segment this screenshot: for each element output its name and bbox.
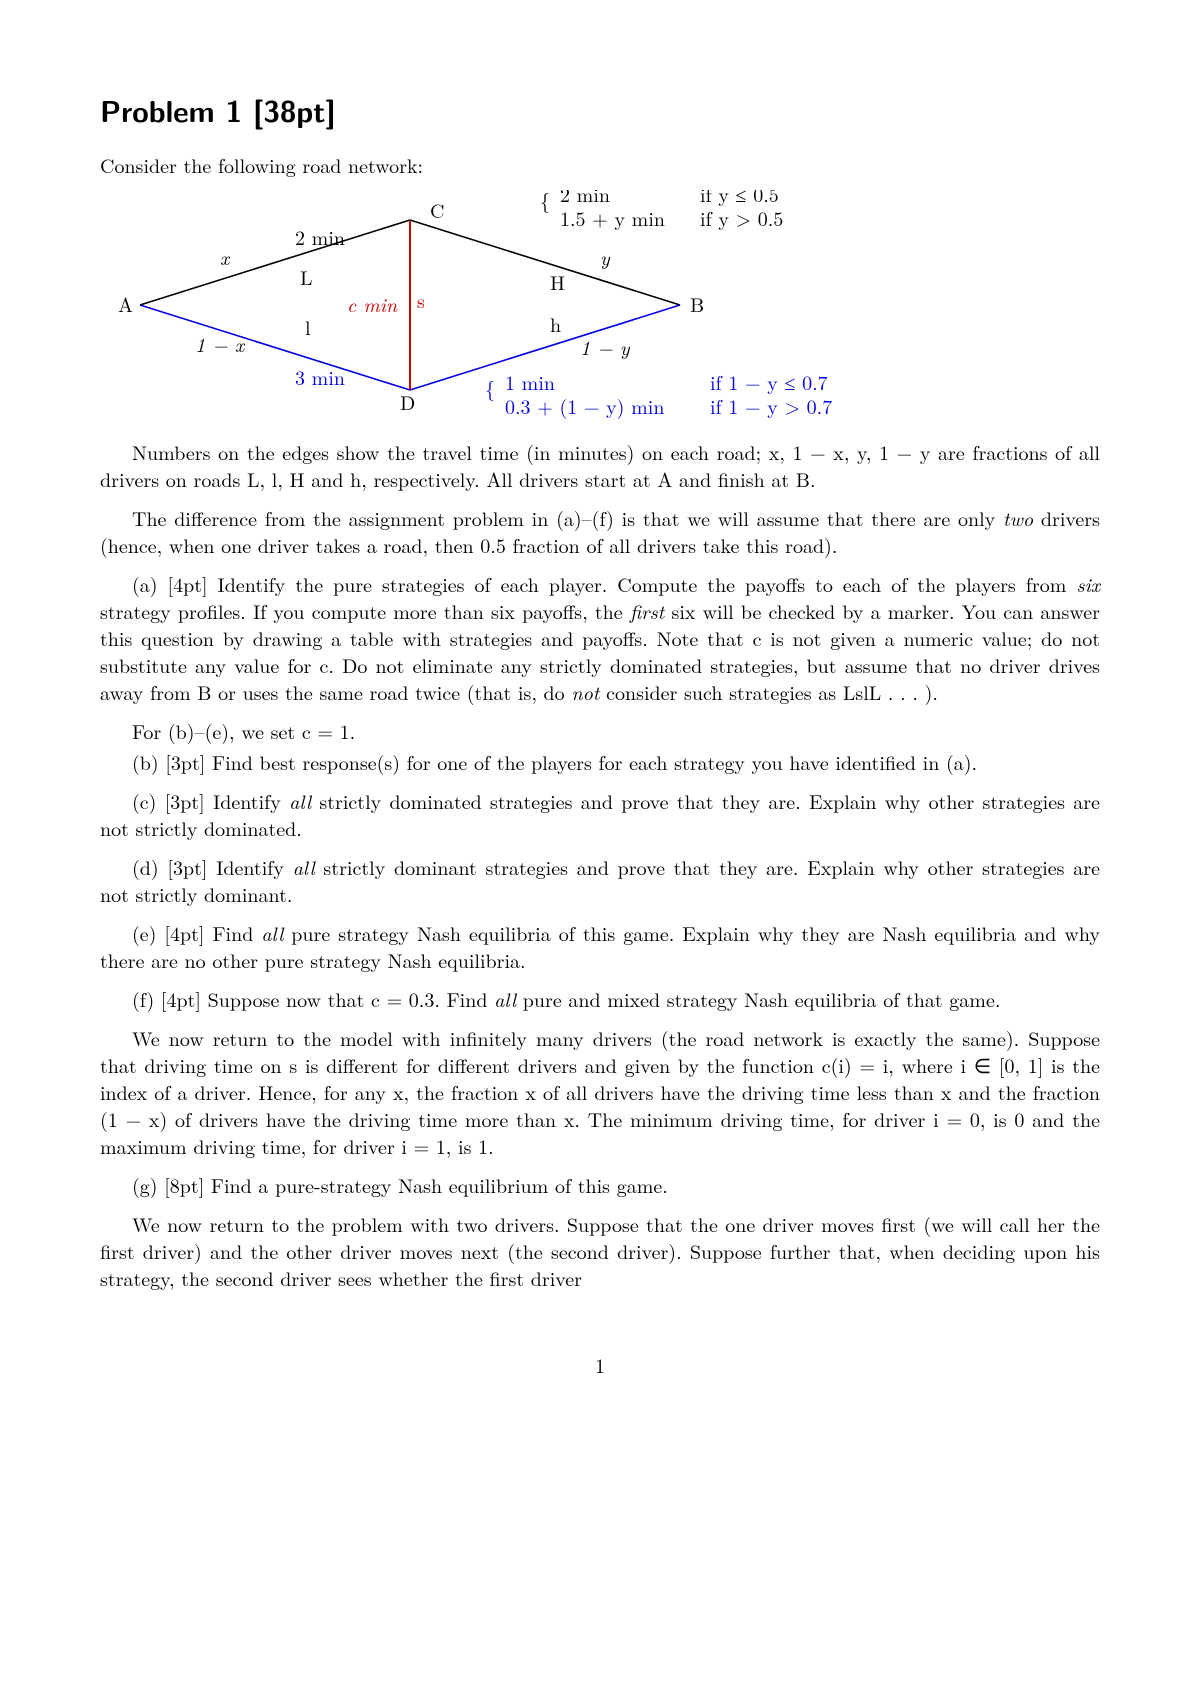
qg: (g) [8pt] Find a pure-strategy Nash equi… [132, 1170, 668, 1199]
node-D: D [400, 387, 415, 416]
para-edges-explain: Numbers on the edges show the travel tim… [100, 438, 1100, 492]
edge-s-time: c min [347, 289, 398, 318]
pinf: We now return to the model with infinite… [100, 1023, 1100, 1160]
cost-bot-case2: 0.3 + (1 − y) min [505, 391, 664, 420]
p1-text: Numbers on the edges show the travel tim… [100, 437, 1100, 493]
cost-top-cond2: if y > 0.5 [700, 203, 783, 232]
node-A: A [118, 289, 133, 318]
qd1: (d) [3pt] Identify [132, 852, 293, 881]
edge-H-var: y [600, 242, 611, 271]
edge-l-var: 1 − x [195, 329, 246, 358]
cost-bot-cond2: if 1 − y > 0.7 [710, 391, 832, 420]
edge-L-var: x [220, 242, 231, 271]
node-C: C [430, 195, 444, 224]
page: Problem 1 [38pt] Consider the following … [0, 0, 1200, 1438]
para-two-drivers: The difference from the assignment probl… [100, 504, 1100, 558]
qa1: (a) [4pt] Identify the pure strategies o… [132, 569, 1076, 598]
question-a: (a) [4pt] Identify the pure strategies o… [100, 570, 1100, 705]
network-svg: A C D B 2 min x L 3 min 1 − x l c min s … [100, 190, 1000, 420]
question-e: (e) [4pt] Find all pure strategy Nash eq… [100, 919, 1100, 973]
qc2: all [289, 786, 311, 815]
question-b: (b) [3pt] Find best response(s) for one … [100, 748, 1100, 775]
edge-h-name: h [550, 309, 561, 338]
edge-h-var: 1 − y [580, 332, 631, 361]
page-number: 1 [100, 1351, 1100, 1378]
qb: (b) [3pt] Find best response(s) for one … [132, 747, 977, 776]
edge-L-name: L [300, 262, 313, 291]
qa3: strategy profiles. If you compute more t… [100, 596, 630, 625]
qa6: not [571, 677, 599, 706]
qf2: all [494, 984, 516, 1013]
road-network-diagram: A C D B 2 min x L 3 min 1 − x l c min s … [100, 190, 1100, 420]
question-g: (g) [8pt] Find a pure-strategy Nash equi… [100, 1171, 1100, 1198]
edge-s-name: s [417, 285, 425, 314]
edge-L-time: 2 min [295, 222, 345, 251]
question-d: (d) [3pt] Identify all strictly dominant… [100, 853, 1100, 907]
qf3: pure and mixed strategy Nash equilibria … [516, 984, 1000, 1013]
question-f: (f) [4pt] Suppose now that c = 0.3. Find… [100, 985, 1100, 1012]
qf1: (f) [4pt] Suppose now that c = 0.3. Find [132, 984, 494, 1013]
qe1: (e) [4pt] Find [132, 918, 261, 947]
question-c: (c) [3pt] Identify all strictly dominate… [100, 787, 1100, 841]
p2b: two [1003, 503, 1033, 532]
para-infinite-drivers: We now return to the model with infinite… [100, 1024, 1100, 1159]
para-sequential: We now return to the problem with two dr… [100, 1210, 1100, 1291]
problem-title: Problem 1 [38pt] [100, 90, 1100, 131]
qa2: six [1076, 569, 1100, 598]
qc1: (c) [3pt] Identify [132, 786, 289, 815]
p2a: The difference from the assignment probl… [132, 503, 1003, 532]
brace-bottom-icon: { [485, 373, 495, 402]
set-c-equals-1: For (b)–(e), we set c = 1. [100, 717, 1100, 744]
edge-l-name: l [305, 312, 311, 341]
qd2: all [293, 852, 315, 881]
qa4: first [630, 596, 665, 625]
plast: We now return to the problem with two dr… [100, 1209, 1100, 1292]
qe2: all [261, 918, 283, 947]
bset: For (b)–(e), we set c = 1. [132, 716, 355, 745]
edge-H-name: H [550, 267, 565, 296]
edge-l-time: 3 min [295, 362, 345, 391]
qa7: consider such strategies as LslL . . . )… [599, 677, 937, 706]
cost-top-case2: 1.5 + y min [560, 203, 665, 232]
intro-text: Consider the following road network: [100, 151, 1100, 178]
brace-top-icon: { [540, 190, 550, 214]
edge-H [410, 220, 680, 305]
node-B: B [690, 289, 704, 318]
